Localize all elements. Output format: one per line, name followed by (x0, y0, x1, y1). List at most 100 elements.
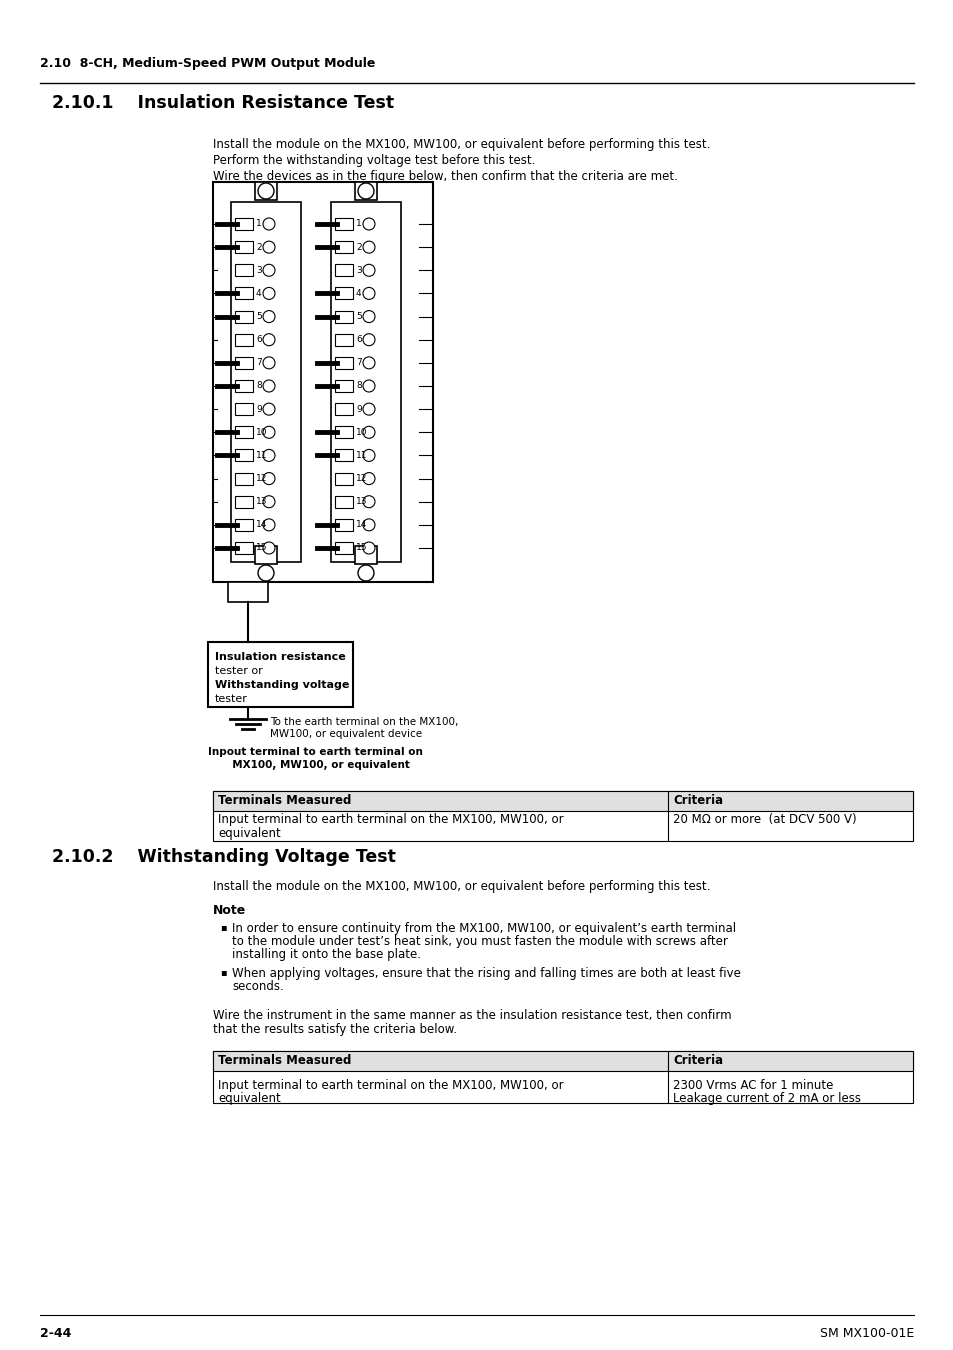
Bar (234, 333, 253, 346)
Circle shape (263, 265, 274, 277)
Text: Inpout terminal to earth terminal on: Inpout terminal to earth terminal on (208, 747, 422, 757)
Text: 13: 13 (255, 497, 267, 506)
Text: 2.10.2    Withstanding Voltage Test: 2.10.2 Withstanding Voltage Test (52, 848, 395, 865)
Text: 15: 15 (255, 544, 267, 552)
Text: 2-44: 2-44 (40, 1327, 71, 1341)
Text: 11: 11 (355, 451, 367, 460)
Text: 1: 1 (355, 220, 361, 228)
Bar (335, 356, 353, 369)
Text: 14: 14 (355, 520, 367, 529)
Bar (335, 450, 353, 462)
Circle shape (363, 404, 375, 416)
Circle shape (363, 518, 375, 531)
Text: installing it onto the base plate.: installing it onto the base plate. (232, 948, 420, 961)
Circle shape (363, 495, 375, 508)
Text: Criteria: Criteria (672, 1054, 722, 1068)
Circle shape (357, 566, 374, 580)
Text: to the module under test’s heat sink, you must fasten the module with screws aft: to the module under test’s heat sink, yo… (232, 936, 727, 948)
Bar (335, 404, 353, 416)
Text: 10: 10 (255, 428, 267, 437)
Text: 2: 2 (255, 243, 261, 251)
Text: 2.10.1    Insulation Resistance Test: 2.10.1 Insulation Resistance Test (52, 95, 394, 112)
Text: 8: 8 (255, 382, 261, 390)
Bar (234, 242, 253, 254)
Text: 4: 4 (355, 289, 361, 298)
Circle shape (257, 566, 274, 580)
Text: Terminals Measured: Terminals Measured (218, 1054, 351, 1068)
Bar (234, 495, 253, 508)
Circle shape (263, 310, 274, 323)
Text: seconds.: seconds. (232, 980, 283, 994)
Text: 10: 10 (355, 428, 367, 437)
Text: 7: 7 (355, 358, 361, 367)
Circle shape (363, 288, 375, 300)
Text: Terminals Measured: Terminals Measured (218, 795, 351, 807)
Circle shape (263, 427, 274, 439)
Circle shape (363, 217, 375, 230)
Bar (234, 288, 253, 300)
Bar (234, 404, 253, 416)
Circle shape (263, 242, 274, 254)
Text: tester or: tester or (214, 666, 262, 676)
Bar (335, 333, 353, 346)
Text: Wire the instrument in the same manner as the insulation resistance test, then c: Wire the instrument in the same manner a… (213, 1008, 731, 1022)
Circle shape (263, 450, 274, 462)
Circle shape (263, 288, 274, 300)
Text: 20 MΩ or more  (at DCV 500 V): 20 MΩ or more (at DCV 500 V) (672, 814, 856, 826)
Bar (213, 1052, 912, 1103)
Text: Wire the devices as in the figure below, then confirm that the criteria are met.: Wire the devices as in the figure below,… (213, 170, 678, 184)
Text: 2.10  8-CH, Medium-Speed PWM Output Module: 2.10 8-CH, Medium-Speed PWM Output Modul… (40, 57, 375, 70)
Bar (254, 545, 276, 564)
Bar (335, 427, 353, 439)
Circle shape (263, 541, 274, 554)
Bar (234, 518, 253, 531)
Text: Install the module on the MX100, MW100, or equivalent before performing this tes: Install the module on the MX100, MW100, … (213, 880, 710, 892)
Circle shape (363, 379, 375, 391)
Bar (335, 288, 353, 300)
Circle shape (363, 333, 375, 346)
Circle shape (363, 427, 375, 439)
Bar (234, 472, 253, 485)
Bar (335, 242, 353, 254)
Bar (331, 202, 400, 562)
Circle shape (363, 310, 375, 323)
Text: tester: tester (214, 694, 248, 703)
Bar (335, 379, 353, 391)
Text: MX100, MW100, or equivalent: MX100, MW100, or equivalent (225, 760, 410, 770)
Text: To the earth terminal on the MX100,: To the earth terminal on the MX100, (270, 717, 457, 728)
Text: Leakage current of 2 mA or less: Leakage current of 2 mA or less (672, 1092, 861, 1106)
Circle shape (263, 518, 274, 531)
Bar (254, 182, 276, 200)
Text: ▪: ▪ (220, 922, 227, 931)
Bar (213, 791, 912, 811)
Circle shape (257, 184, 274, 198)
Bar (234, 450, 253, 462)
Bar (234, 310, 253, 323)
Text: 1: 1 (255, 220, 261, 228)
Text: 6: 6 (355, 335, 361, 344)
Bar (234, 217, 253, 230)
Bar (335, 518, 353, 531)
Bar (213, 182, 433, 582)
Text: equivalent: equivalent (218, 826, 280, 840)
Bar (234, 541, 253, 554)
Text: 7: 7 (255, 358, 261, 367)
Text: In order to ensure continuity from the MX100, MW100, or equivalent’s earth termi: In order to ensure continuity from the M… (232, 922, 736, 936)
Text: 2: 2 (355, 243, 361, 251)
Bar (213, 791, 912, 841)
Text: 2300 Vrms AC for 1 minute: 2300 Vrms AC for 1 minute (672, 1079, 833, 1092)
Bar (355, 545, 376, 564)
Text: Criteria: Criteria (672, 795, 722, 807)
Text: 11: 11 (255, 451, 267, 460)
Circle shape (263, 333, 274, 346)
Bar (208, 643, 353, 707)
Bar (335, 495, 353, 508)
Text: 5: 5 (355, 312, 361, 321)
Text: When applying voltages, ensure that the rising and falling times are both at lea: When applying voltages, ensure that the … (232, 967, 740, 980)
Bar (355, 182, 376, 200)
Text: MW100, or equivalent device: MW100, or equivalent device (270, 729, 421, 738)
Text: 4: 4 (255, 289, 261, 298)
Bar (335, 217, 353, 230)
Text: 9: 9 (255, 405, 261, 413)
Circle shape (363, 472, 375, 485)
